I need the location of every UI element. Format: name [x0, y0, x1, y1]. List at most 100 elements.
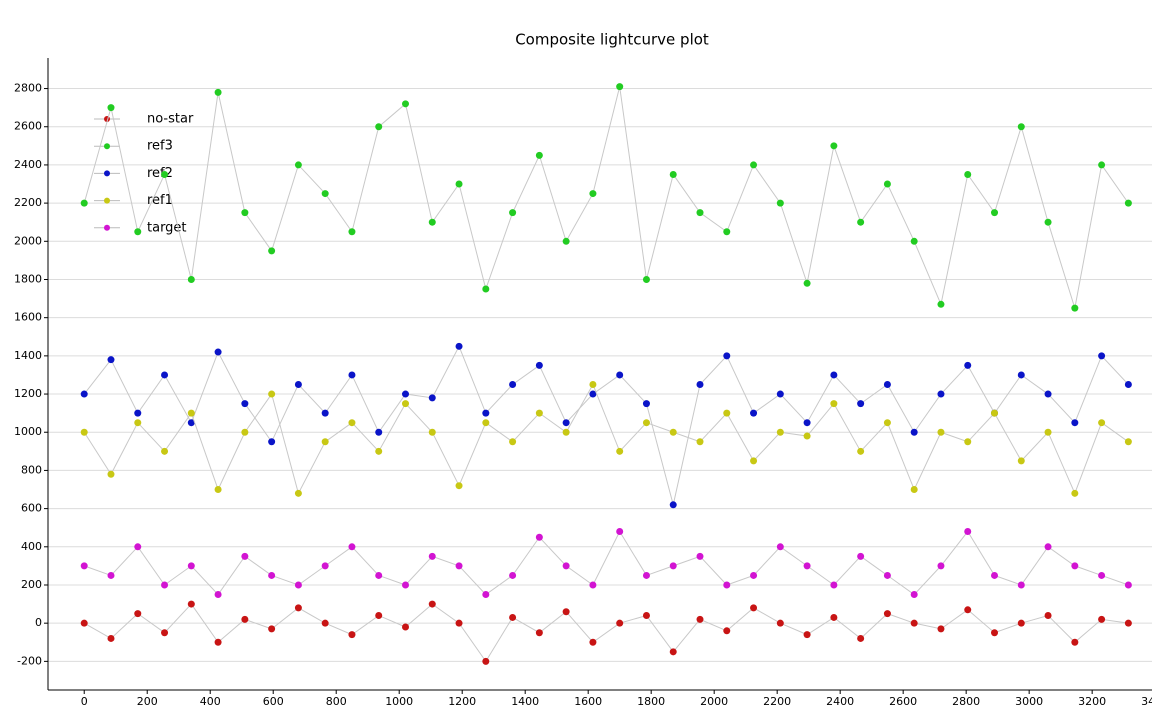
x-tick-label: 1600	[574, 695, 602, 708]
y-tick-label: 2400	[14, 158, 42, 171]
point	[187, 275, 195, 283]
point	[1124, 438, 1132, 446]
point	[776, 199, 784, 207]
point	[883, 180, 891, 188]
point	[428, 394, 436, 402]
point	[910, 428, 918, 436]
y-tick-label: 1200	[14, 387, 42, 400]
point	[375, 612, 383, 620]
y-tick-label: -200	[17, 654, 42, 667]
point	[321, 562, 329, 570]
point	[589, 381, 597, 389]
x-tick-label: 1000	[385, 695, 413, 708]
legend-label: ref2	[147, 166, 173, 181]
point	[723, 627, 731, 635]
series-line	[83, 86, 1129, 309]
series-line	[84, 530, 1129, 596]
point	[803, 631, 811, 639]
point	[1098, 161, 1106, 169]
point	[187, 419, 195, 427]
point	[348, 228, 356, 236]
point	[616, 619, 624, 627]
point	[161, 371, 169, 379]
point	[348, 543, 356, 551]
legend-label: ref3	[147, 139, 173, 154]
chart-title: Composite lightcurve plot	[515, 31, 709, 49]
point	[1044, 543, 1052, 551]
point	[750, 604, 758, 612]
point	[562, 428, 570, 436]
x-tick-label: 1200	[448, 695, 476, 708]
point	[1017, 619, 1025, 627]
point	[803, 432, 811, 440]
point	[402, 400, 410, 408]
point	[696, 381, 704, 389]
legend-label: no-star	[147, 112, 194, 127]
point	[375, 447, 383, 455]
point	[937, 300, 945, 308]
point	[964, 528, 972, 536]
point	[214, 591, 222, 599]
point	[535, 629, 543, 637]
x-tick-label: 3000	[1015, 695, 1043, 708]
point	[268, 438, 276, 446]
y-tick-label: 1000	[14, 425, 42, 438]
y-tick-label: 2200	[14, 196, 42, 209]
point	[964, 438, 972, 446]
point	[1071, 304, 1079, 312]
point	[1017, 123, 1025, 131]
x-tick-label: 400	[200, 695, 221, 708]
point	[428, 428, 436, 436]
point	[375, 428, 383, 436]
point	[1124, 619, 1132, 627]
point	[883, 610, 891, 618]
point	[723, 352, 731, 360]
point	[535, 361, 543, 369]
point	[883, 419, 891, 427]
point	[696, 209, 704, 217]
point	[857, 634, 865, 642]
point	[696, 438, 704, 446]
point	[161, 170, 169, 178]
point	[1044, 390, 1052, 398]
point	[107, 470, 115, 478]
x-tick-label: 800	[326, 695, 347, 708]
point	[241, 400, 249, 408]
point	[107, 634, 115, 642]
series-line	[83, 383, 1129, 495]
point	[294, 489, 302, 497]
point	[80, 562, 88, 570]
point	[750, 457, 758, 465]
point	[214, 88, 222, 96]
point	[509, 613, 517, 621]
x-tick-label: 2400	[826, 695, 854, 708]
point	[1124, 381, 1132, 389]
legend-marker	[104, 224, 110, 231]
point	[964, 361, 972, 369]
point	[857, 552, 865, 560]
point	[1071, 562, 1079, 570]
point	[589, 390, 597, 398]
point	[348, 631, 356, 639]
point	[562, 419, 570, 427]
legend-marker	[104, 143, 110, 150]
point	[268, 390, 276, 398]
point	[776, 428, 784, 436]
point	[321, 619, 329, 627]
point	[455, 562, 463, 570]
point	[134, 543, 142, 551]
x-tick-label: 2200	[763, 695, 791, 708]
point	[241, 428, 249, 436]
y-tick-label: 600	[21, 502, 42, 515]
point	[1071, 638, 1079, 646]
point	[723, 581, 731, 589]
point	[750, 409, 758, 417]
point	[857, 218, 865, 226]
point	[669, 562, 677, 570]
point	[134, 228, 142, 236]
point	[669, 501, 677, 509]
point	[214, 348, 222, 356]
point	[562, 562, 570, 570]
point	[321, 438, 329, 446]
point	[910, 619, 918, 627]
